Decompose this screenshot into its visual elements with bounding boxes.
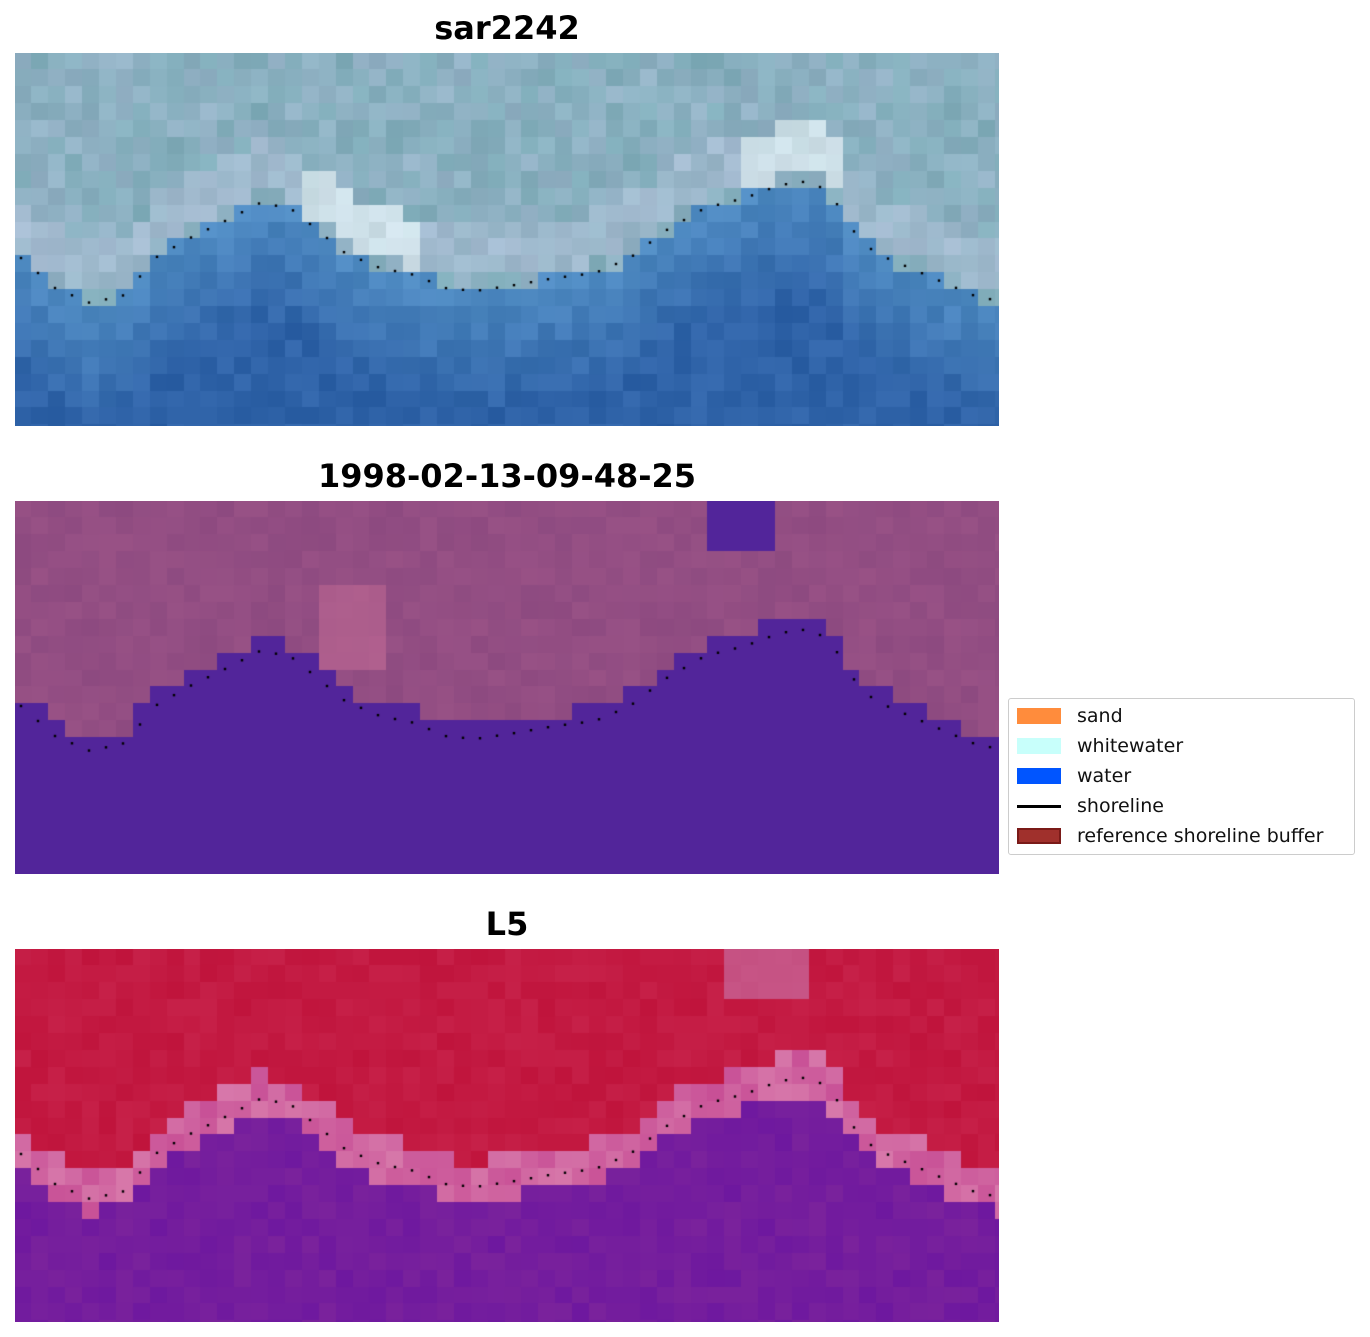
panel-title-index: L5 <box>485 905 529 943</box>
legend-label-shoreline: shoreline <box>1077 795 1164 817</box>
index-image-panel <box>15 949 999 1322</box>
panel-title-rgb: sar2242 <box>434 9 580 47</box>
legend-item-sand: sand <box>1017 703 1123 729</box>
legend: sand whitewater water shoreline referenc… <box>1008 698 1355 855</box>
legend-label-reference-buffer: reference shoreline buffer <box>1077 825 1324 847</box>
legend-label-whitewater: whitewater <box>1077 735 1184 757</box>
legend-item-water: water <box>1017 763 1131 789</box>
legend-item-shoreline: shoreline <box>1017 793 1164 819</box>
classified-image-panel <box>15 501 999 874</box>
panel-title-classified: 1998-02-13-09-48-25 <box>317 457 697 495</box>
reference-buffer-swatch <box>1017 828 1061 844</box>
water-swatch <box>1017 768 1061 784</box>
shoreline-line-swatch <box>1017 804 1061 808</box>
whitewater-swatch <box>1017 738 1061 754</box>
sand-swatch <box>1017 708 1061 724</box>
legend-label-sand: sand <box>1077 705 1123 727</box>
legend-item-reference-buffer: reference shoreline buffer <box>1017 823 1323 849</box>
rgb-image-panel <box>15 53 999 426</box>
legend-label-water: water <box>1077 765 1132 787</box>
legend-item-whitewater: whitewater <box>1017 733 1183 759</box>
